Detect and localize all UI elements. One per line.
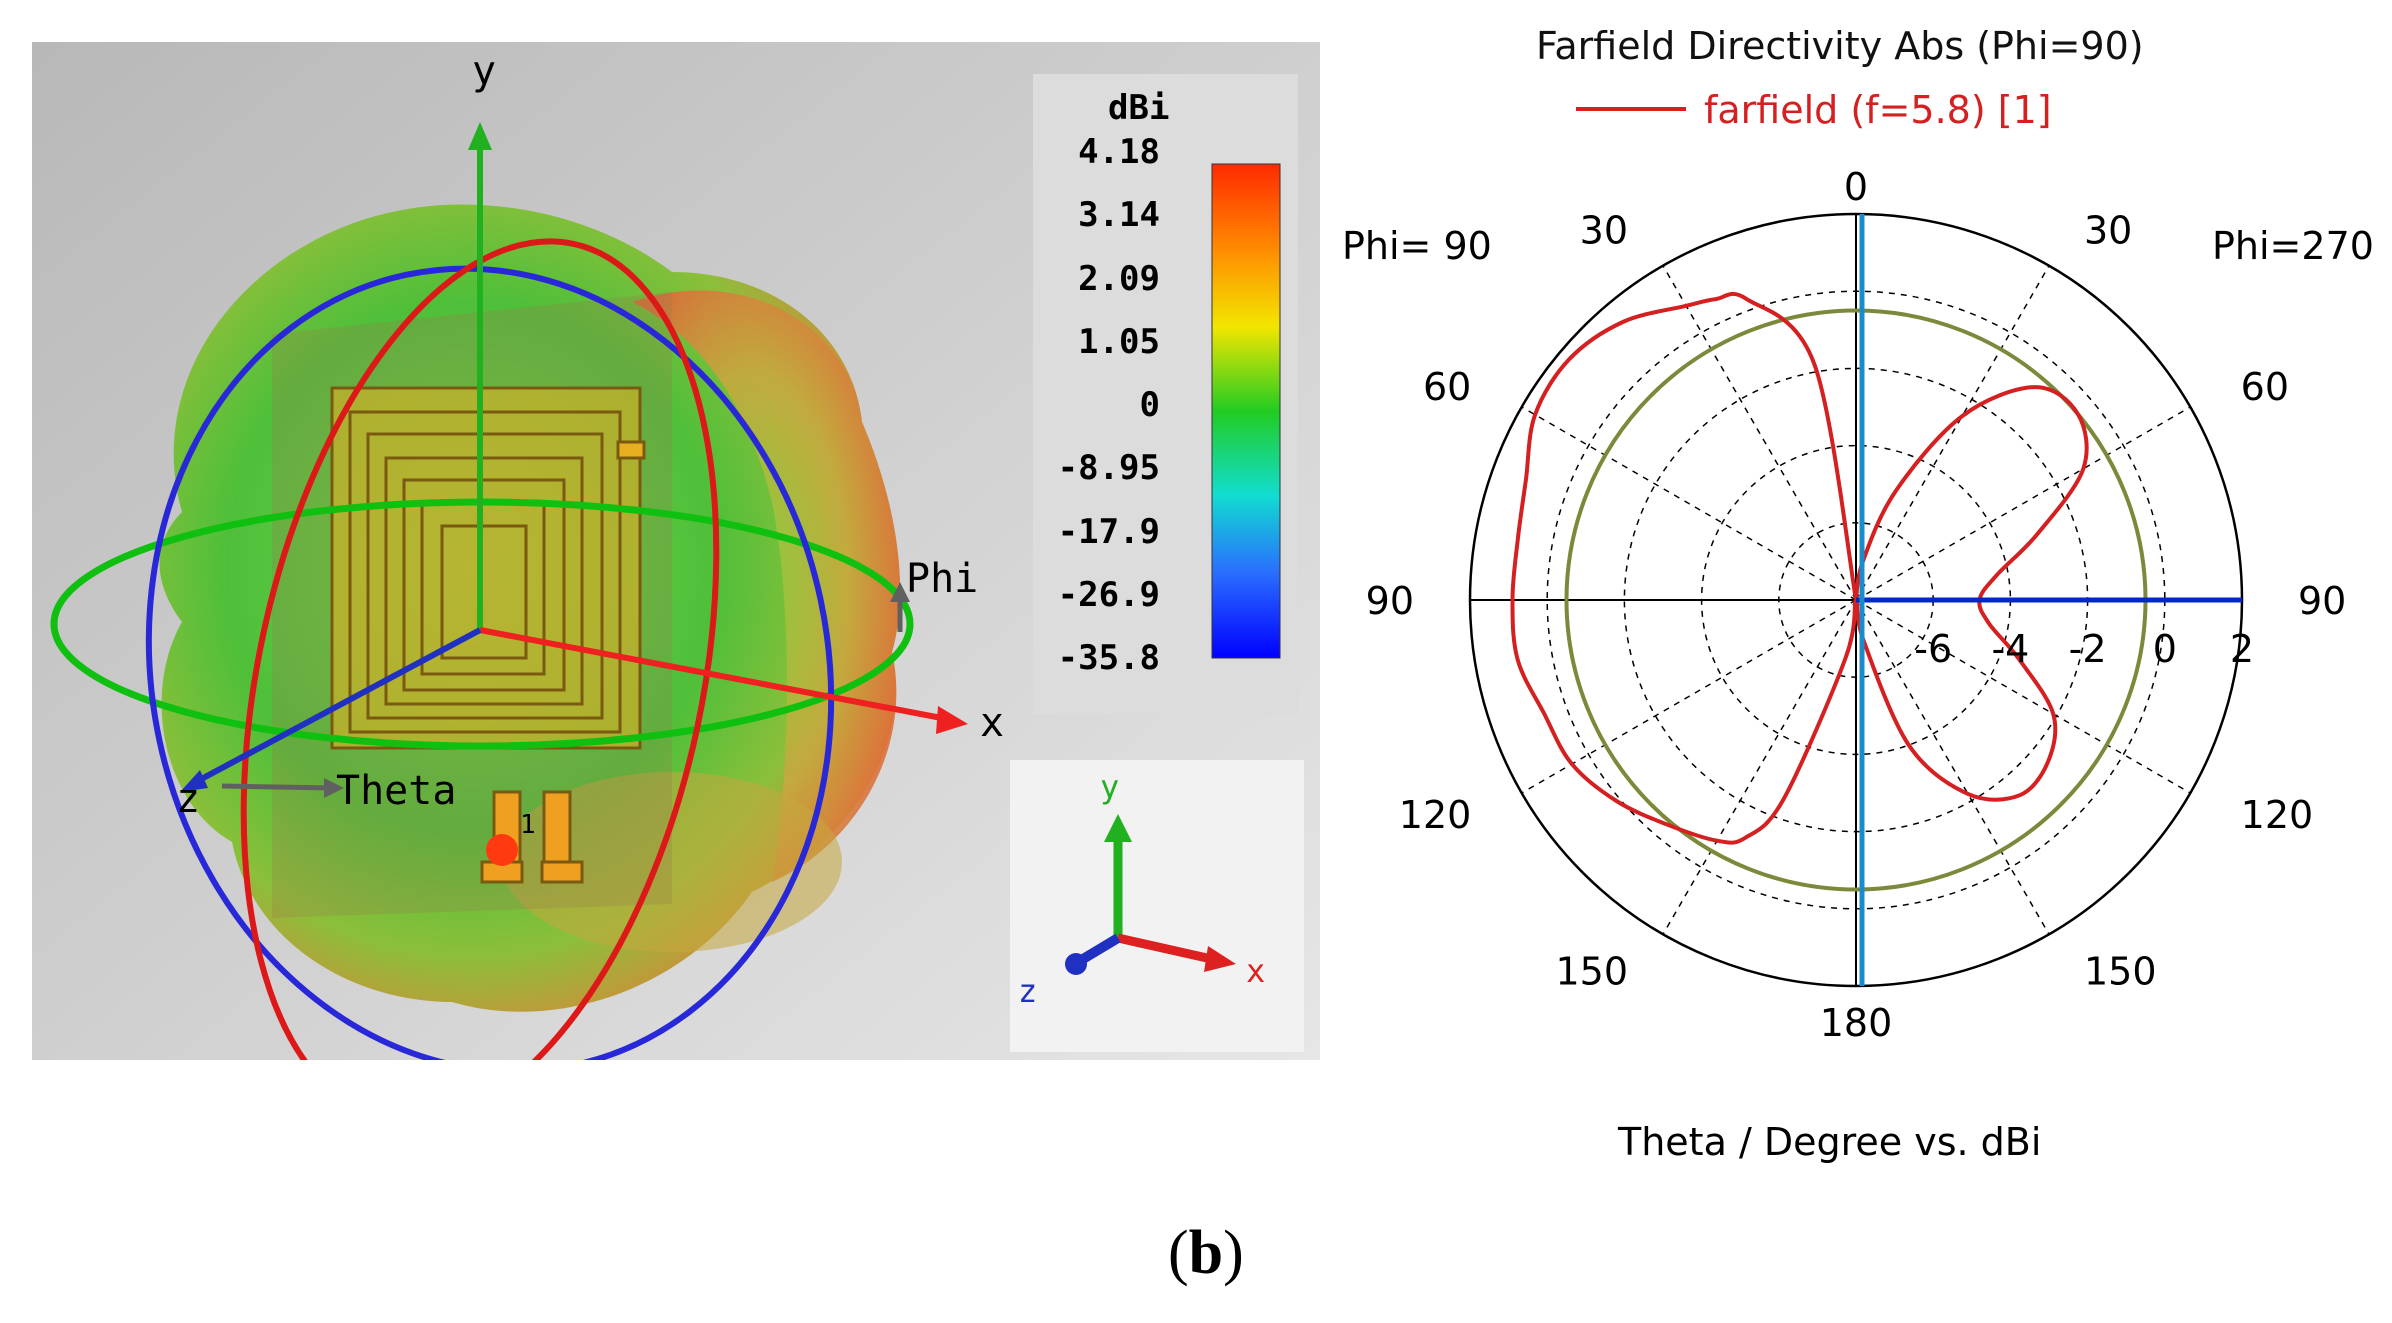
colorbar-tick-2: 2.09 — [1078, 258, 1160, 299]
angle-label-top: 0 — [1844, 165, 1868, 209]
farfield-3d-view[interactable] — [32, 42, 1320, 1060]
orientation-triad-panel — [1010, 760, 1304, 1052]
colorbar-tick-3: 1.05 — [1078, 321, 1160, 362]
spoke-330 — [1855, 265, 2050, 601]
colorbar-unit: dBi — [1108, 88, 1170, 128]
colorbar-tick-4: 0 — [1139, 385, 1160, 425]
angle-label-right-150: 150 — [2084, 950, 2157, 994]
axes-3d — [180, 122, 968, 798]
radial-tick-4: 2 — [2230, 627, 2254, 671]
theta-cut-circle-blue — [145, 265, 835, 1060]
legend-entry: farfield (f=5.8) [1] — [1704, 88, 2052, 132]
colorbar-gradient — [1211, 163, 1281, 659]
triad-y-label: y — [1100, 768, 1120, 806]
angle-label-bottom: 180 — [1820, 1001, 1893, 1045]
spoke-240 — [1855, 599, 2191, 794]
angle-label-left-30: 30 — [1580, 208, 1628, 252]
spoke-120 — [1521, 599, 1857, 794]
y-axis-label: y — [472, 48, 497, 94]
side-label-left: Phi= 90 — [1342, 224, 1492, 268]
colorbar-tick-0: 4.18 — [1078, 132, 1160, 172]
x-axis-label: x — [980, 700, 1005, 746]
spoke-150 — [1662, 599, 1857, 935]
radial-tick-2: -2 — [2069, 627, 2107, 671]
angle-label-right-90: 90 — [2298, 579, 2346, 623]
chart-title: Farfield Directivity Abs (Phi=90) — [1536, 24, 2144, 68]
theta-cut-circle-red — [240, 238, 720, 1060]
spiral-antenna — [330, 386, 646, 884]
spoke-300 — [1855, 406, 2191, 601]
side-label-right: Phi=270 — [2212, 224, 2374, 268]
angle-label-left-60: 60 — [1423, 365, 1471, 409]
spoke-210 — [1855, 599, 2050, 935]
angle-label-right-120: 120 — [2241, 793, 2314, 837]
colorbar-tick-6: -17.9 — [1057, 511, 1160, 552]
triad-x-label: x — [1246, 952, 1266, 990]
colorbar-tick-8: -35.8 — [1057, 638, 1160, 678]
colorbar-tick-7: -26.9 — [1057, 574, 1160, 615]
spoke-30 — [1662, 265, 1857, 601]
farfield-3d-canvas — [32, 42, 1320, 1060]
theta-label: Theta — [336, 768, 457, 814]
phi-label: Phi — [906, 556, 979, 602]
radial-tick-0: -6 — [1914, 627, 1952, 671]
port-marker — [486, 834, 518, 866]
orientation-triad — [1065, 814, 1236, 975]
port-label: 1 — [520, 810, 536, 840]
angle-label-left-90: 90 — [1366, 579, 1414, 623]
angle-label-left-150: 150 — [1555, 950, 1628, 994]
series-line-0 — [1510, 291, 2089, 845]
radial-tick-3: 0 — [2153, 627, 2177, 671]
colorbar-tick-5: -8.95 — [1057, 448, 1160, 489]
x-axis-title: Theta / Degree vs. dBi — [1618, 1120, 2042, 1164]
spoke-60 — [1521, 406, 1857, 601]
colorbar-tick-1: 3.14 — [1078, 195, 1160, 236]
angle-label-right-60: 60 — [2241, 365, 2289, 409]
figure-caption: (b) — [1168, 1219, 1244, 1287]
z-axis-label: z — [176, 776, 201, 822]
radial-tick-1: -4 — [1991, 627, 2029, 671]
angle-label-right-30: 30 — [2084, 208, 2132, 252]
triad-z-label: z — [1018, 972, 1038, 1010]
legend-swatch — [1576, 107, 1686, 111]
angle-label-left-120: 120 — [1399, 793, 1472, 837]
